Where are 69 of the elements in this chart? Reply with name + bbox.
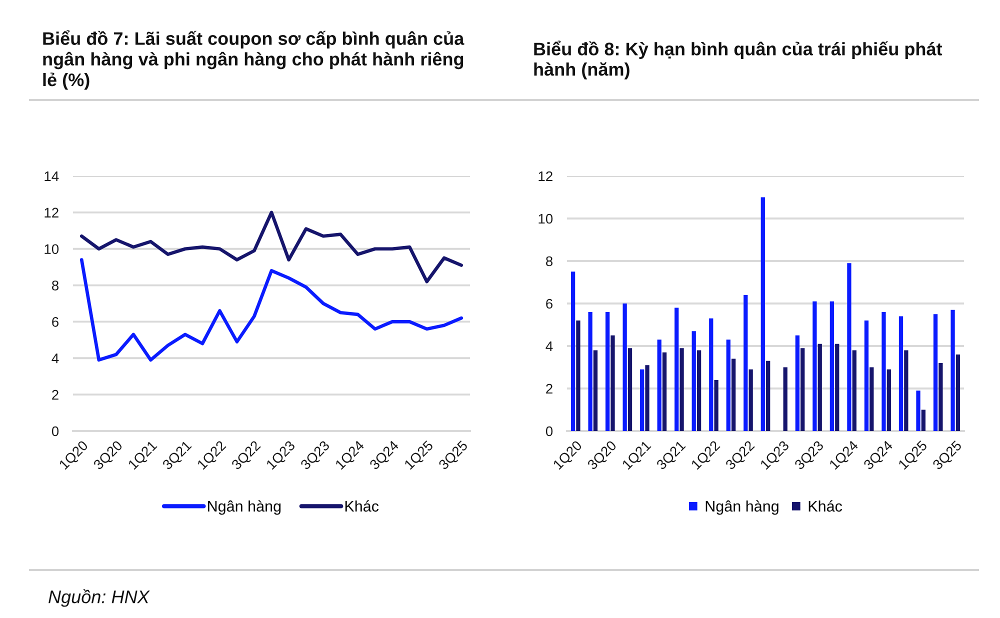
- bar: [950, 310, 955, 431]
- y-tick-label: 4: [546, 341, 553, 352]
- bar: [605, 312, 610, 431]
- y-tick-label: 12: [538, 171, 552, 182]
- legend-label: Khác: [808, 500, 842, 512]
- bar: [830, 301, 834, 431]
- y-tick-label: 0: [546, 426, 553, 436]
- bar: [864, 320, 869, 431]
- y-tick-label: 8: [546, 256, 553, 266]
- bar: [898, 316, 904, 431]
- bar: [818, 344, 822, 431]
- y-tick-label: 12: [44, 208, 58, 218]
- bar: [916, 390, 920, 431]
- text: Nguồn: HNX: [48, 589, 150, 607]
- bar: [933, 314, 938, 431]
- y-tick-label: 14: [44, 171, 59, 182]
- bar: [956, 354, 960, 431]
- legend-label: Ngân hàng: [208, 500, 281, 515]
- bar: [852, 350, 856, 431]
- bar: [628, 348, 632, 431]
- bar: [795, 335, 800, 431]
- bar: [709, 318, 714, 431]
- bar: [645, 365, 650, 431]
- bar: [938, 363, 943, 431]
- bar: [610, 335, 615, 431]
- bar: [588, 312, 592, 431]
- legend-label: Khác: [345, 500, 379, 512]
- line-series: [80, 210, 464, 284]
- chart-title: Biểu đồ 7: Lãi suất coupon sơ cấp bình quân của ngân hàng và phi ngân hàng cho phát hành riêng lẻ (%): [43, 30, 464, 90]
- bar: [570, 272, 576, 431]
- bar: [692, 331, 696, 431]
- y-tick-label: 10: [538, 214, 553, 224]
- bar: [680, 348, 684, 431]
- bar: [835, 344, 840, 431]
- bar: [662, 352, 667, 431]
- bar: [622, 304, 627, 431]
- bar: [744, 295, 748, 431]
- bar: [812, 301, 817, 431]
- y-tick-label: 2: [52, 390, 58, 400]
- y-tick-label: 6: [546, 298, 552, 309]
- bar: [731, 358, 736, 431]
- bar: [882, 312, 886, 431]
- line-series: [80, 258, 464, 362]
- y-tick-label: 10: [44, 244, 59, 254]
- chart-title: Biểu đồ 8: Kỳ hạn bình quân của trái phiếu phát hành (năm): [534, 40, 942, 80]
- bar: [766, 360, 770, 431]
- bar: [760, 197, 765, 431]
- bar: [921, 410, 926, 431]
- y-tick-label: 8: [52, 280, 59, 290]
- bar: [640, 369, 644, 431]
- bar: [593, 350, 598, 431]
- bar: [886, 369, 891, 431]
- y-tick-label: 6: [52, 317, 58, 327]
- bar: [847, 263, 852, 431]
- bar: [696, 350, 702, 431]
- y-tick-label: 2: [546, 384, 552, 394]
- bar: [783, 367, 788, 431]
- bar: [576, 320, 580, 431]
- legend-label: Ngân hàng: [706, 500, 778, 515]
- bar: [870, 367, 874, 431]
- bar: [714, 380, 718, 431]
- y-tick-label: 0: [52, 426, 59, 436]
- bar: [674, 308, 679, 431]
- bar: [748, 369, 753, 431]
- bar: [904, 350, 908, 431]
- bar: [657, 340, 662, 431]
- y-tick-label: 4: [52, 354, 59, 364]
- bar: [800, 348, 805, 431]
- bar: [726, 340, 730, 431]
